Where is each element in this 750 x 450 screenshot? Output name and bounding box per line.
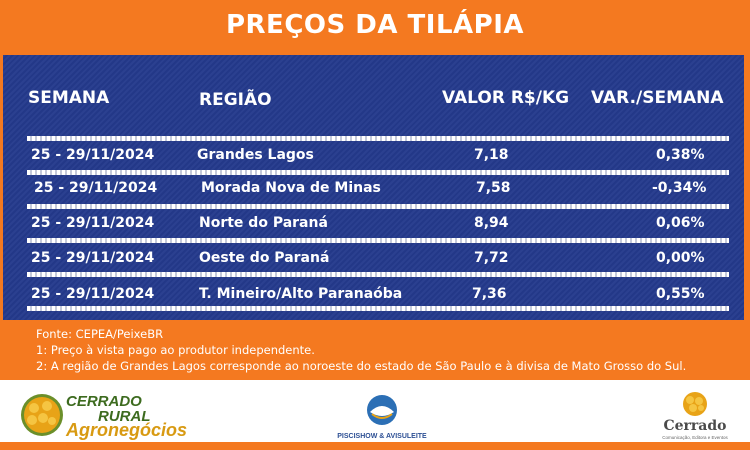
header-value: VALOR R$/KG (442, 88, 570, 108)
cerrado-rural-logo: CERRADO RURAL Agronegócios (18, 390, 218, 440)
row-week: 25 - 29/11/2024 (34, 180, 158, 196)
cerrado-rural-logo-icon: CERRADO RURAL Agronegócios (21, 393, 187, 440)
row-region: Morada Nova de Minas (201, 180, 381, 196)
cerrado-fruit-icon: Cerrado Comunicação, Editora e Eventos (662, 392, 729, 440)
row-variation: 0,06% (656, 215, 705, 231)
logo-text-cerrado: CERRADO (66, 393, 142, 410)
row-separator (27, 170, 729, 175)
row-variation: 0,38% (656, 147, 705, 163)
logo-text-rural: RURAL (98, 408, 151, 425)
piscishow-fish-icon: PISCISHOW & AVISULEITE (337, 395, 427, 440)
page-title: PREÇOS DA TILÁPIA (225, 10, 524, 40)
logo-text-piscishow: PISCISHOW & AVISULEITE (337, 433, 427, 440)
row-variation: 0,55% (656, 286, 705, 302)
row-separator (27, 136, 729, 141)
row-separator (27, 238, 729, 243)
row-value: 7,36 (472, 286, 507, 302)
note-1: 1: Preço à vista pago ao produtor indepe… (36, 343, 315, 357)
logo-text-cerrado-sub: Comunicação, Editora e Eventos (662, 435, 728, 440)
row-region: Grandes Lagos (197, 147, 314, 163)
row-week: 25 - 29/11/2024 (31, 215, 155, 231)
source-notes: Fonte: CEPEA/PeixeBR 1: Preço à vista pa… (36, 326, 686, 374)
bottom-orange-strip (0, 442, 750, 450)
row-variation: 0,00% (656, 250, 705, 266)
row-separator (27, 204, 729, 209)
cerrado-logo: Cerrado Comunicação, Editora e Eventos (655, 390, 735, 442)
row-separator (27, 306, 729, 311)
title-bar: PREÇOS DA TILÁPIA (0, 0, 750, 50)
header-variation: VAR./SEMANA (591, 88, 724, 108)
header-region: REGIÃO (199, 90, 272, 110)
row-value: 7,18 (474, 147, 509, 163)
piscishow-logo: PISCISHOW & AVISULEITE (332, 392, 432, 442)
row-variation: -0,34% (652, 180, 707, 196)
row-value: 7,58 (476, 180, 511, 196)
logo-text-agronegocios: Agronegócios (65, 420, 187, 440)
row-week: 25 - 29/11/2024 (31, 286, 155, 302)
row-separator (27, 272, 729, 277)
row-week: 25 - 29/11/2024 (31, 250, 155, 266)
row-region: T. Mineiro/Alto Paranaóba (199, 286, 403, 302)
logo-text-cerrado-brand: Cerrado (664, 418, 727, 434)
note-source: Fonte: CEPEA/PeixeBR (36, 327, 164, 341)
row-value: 8,94 (474, 215, 509, 231)
row-region: Oeste do Paraná (199, 250, 330, 266)
row-region: Norte do Paraná (199, 215, 328, 231)
header-week: SEMANA (28, 88, 110, 108)
row-value: 7,72 (474, 250, 509, 266)
note-2: 2: A região de Grandes Lagos corresponde… (36, 359, 687, 373)
row-week: 25 - 29/11/2024 (31, 147, 155, 163)
